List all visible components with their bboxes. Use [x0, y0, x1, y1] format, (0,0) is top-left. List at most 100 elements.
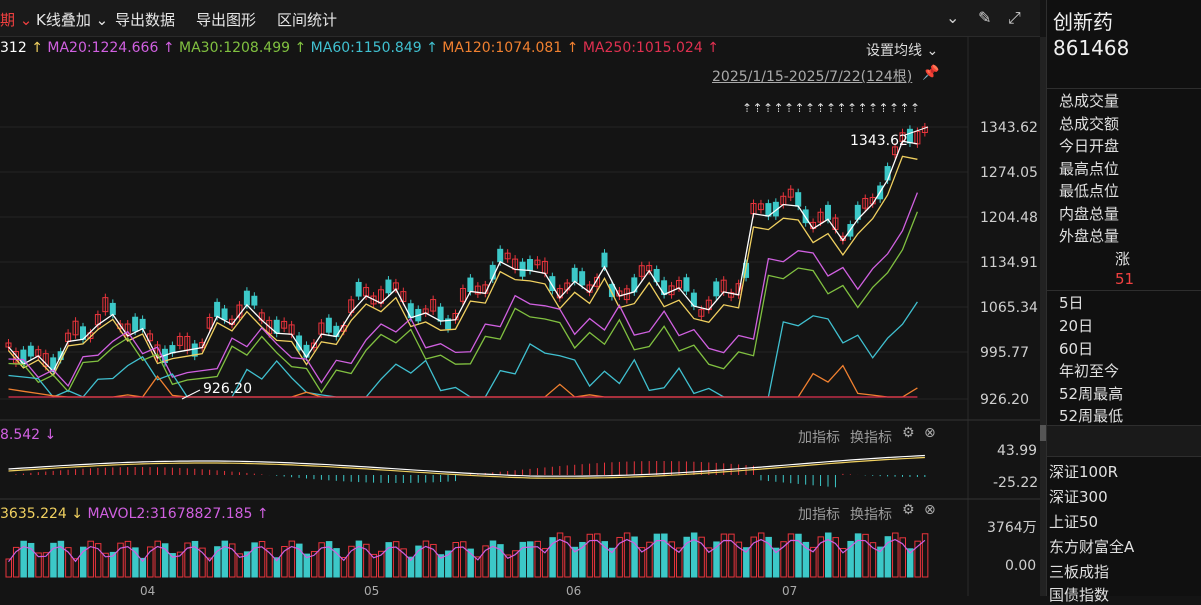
signal-arrow: ⇡	[837, 101, 847, 115]
volume-bar	[616, 536, 623, 578]
volume-bar	[735, 541, 743, 578]
volume-bar	[765, 536, 772, 578]
volume-bar	[132, 547, 139, 578]
signal-arrow: ⇡	[900, 101, 910, 115]
volume-bar	[825, 532, 832, 578]
volume-bar	[5, 558, 12, 578]
export-chart-button[interactable]: 导出图形	[196, 11, 257, 29]
index-item[interactable]: 上证50	[1049, 513, 1099, 531]
volume-bar	[564, 536, 571, 578]
volume-bar	[467, 548, 474, 578]
candle-body	[921, 126, 928, 133]
vol-add-indicator[interactable]: 加指标	[798, 507, 840, 523]
period-ytd: 年初至今	[1059, 362, 1120, 380]
volume-bar	[50, 542, 57, 578]
signal-arrow: ⇡	[763, 101, 773, 115]
ma120-value: MA120:1074.081	[442, 40, 563, 56]
volume-bar	[214, 546, 221, 578]
volume-bar	[333, 548, 340, 578]
volume-bar	[571, 546, 579, 578]
volume-bar	[258, 541, 266, 578]
vertical-scrollbar[interactable]	[1040, 37, 1046, 596]
volume-bar	[757, 532, 765, 578]
volume-bar	[892, 532, 899, 578]
kline-chart-area[interactable]: 312 ↑ MA20:1224.666 ↑ MA30:1208.499 ↑ MA…	[0, 37, 1040, 596]
volume-bar	[817, 536, 825, 578]
volume-bar	[869, 542, 877, 578]
macd-switch-indicator[interactable]: 换指标	[850, 430, 892, 446]
index-item[interactable]: 国债指数	[1049, 586, 1110, 604]
volume-bar	[12, 546, 20, 578]
price-tick-label: 1134.91	[980, 255, 1038, 271]
volume-bar	[80, 546, 87, 578]
ma20-value: MA20:1224.666	[47, 40, 159, 56]
fullscreen-icon[interactable]: ⤢	[1008, 8, 1021, 27]
stat-outer-volume: 外盘总量	[1059, 227, 1120, 245]
candle-body	[109, 302, 116, 315]
volume-bar	[437, 554, 445, 578]
export-data-button[interactable]: 导出数据	[115, 11, 176, 29]
volume-bar	[124, 540, 132, 578]
candle-body	[497, 248, 504, 263]
candle-body	[467, 277, 474, 292]
volume-bar	[20, 540, 27, 578]
volume-bar	[236, 553, 243, 578]
gear-icon[interactable]: ⚙	[902, 425, 915, 441]
volume-bar	[705, 547, 713, 578]
volume-bar	[906, 548, 914, 578]
date-range-label: 2025/1/15-2025/7/22(124根)	[712, 69, 913, 85]
index-item[interactable]: 三板成指	[1049, 563, 1110, 581]
candle-body	[102, 297, 109, 313]
volume-bar	[474, 556, 482, 578]
close-icon[interactable]: ⊗	[924, 502, 936, 518]
volume-bar	[661, 533, 668, 578]
signal-arrow: ⇡	[879, 101, 889, 115]
volume-bar	[750, 536, 757, 578]
macd-add-indicator[interactable]: 加指标	[798, 430, 840, 446]
index-item[interactable]: 东方财富全A	[1049, 538, 1135, 556]
volume-bar	[288, 540, 296, 578]
vol-switch-indicator[interactable]: 换指标	[850, 507, 892, 523]
volume-bar	[363, 543, 370, 578]
candle-body	[281, 320, 288, 329]
candle-body	[534, 259, 541, 266]
brush-icon[interactable]: ✎	[978, 8, 992, 27]
volume-bar	[169, 553, 176, 578]
collapse-arrow-icon[interactable]	[1040, 425, 1046, 441]
candle-body	[221, 308, 228, 321]
kline-overlay-menu[interactable]: K线叠加 ⌄	[36, 11, 109, 29]
volume-bar	[877, 546, 884, 578]
ma60-value: MA60:1150.849	[310, 40, 422, 56]
interval-stats-button[interactable]: 区间统计	[277, 11, 338, 29]
volume-bar	[921, 533, 929, 578]
volume-bar	[512, 550, 519, 578]
index-item[interactable]: 深证100R	[1049, 463, 1119, 481]
volume-bar	[579, 541, 586, 578]
volume-bar	[459, 541, 467, 578]
index-item[interactable]: 深证300	[1049, 488, 1108, 506]
macd-axis-top: 43.99	[997, 443, 1037, 459]
stat-high: 最高点位	[1059, 160, 1120, 178]
volume-bar	[318, 542, 325, 578]
signal-arrow: ⇡	[889, 101, 899, 115]
stat-total-amount: 总成交额	[1059, 115, 1120, 133]
candle-body	[445, 318, 452, 330]
volume-bar	[482, 545, 489, 578]
close-icon[interactable]: ⊗	[924, 425, 936, 441]
volume-bar	[422, 540, 430, 578]
volume-bar	[407, 556, 415, 578]
chevron-circle-icon[interactable]: ⌄	[946, 8, 960, 27]
ma-settings-button[interactable]: 设置均线 ⌄	[866, 43, 939, 59]
gear-icon[interactable]: ⚙	[902, 502, 915, 518]
volume-bar	[94, 543, 102, 578]
pin-icon[interactable]: 📌	[922, 65, 940, 81]
volume-bar	[35, 552, 42, 578]
signal-arrow: ⇡	[795, 101, 805, 115]
volume-bar	[489, 540, 497, 578]
stat-low: 最低点位	[1059, 182, 1120, 200]
volume-bar	[102, 552, 109, 578]
volume-bar	[303, 553, 310, 578]
volume-bar	[608, 547, 616, 578]
period-tab[interactable]: 期 ⌄	[0, 11, 33, 29]
volume-bar	[497, 544, 504, 578]
